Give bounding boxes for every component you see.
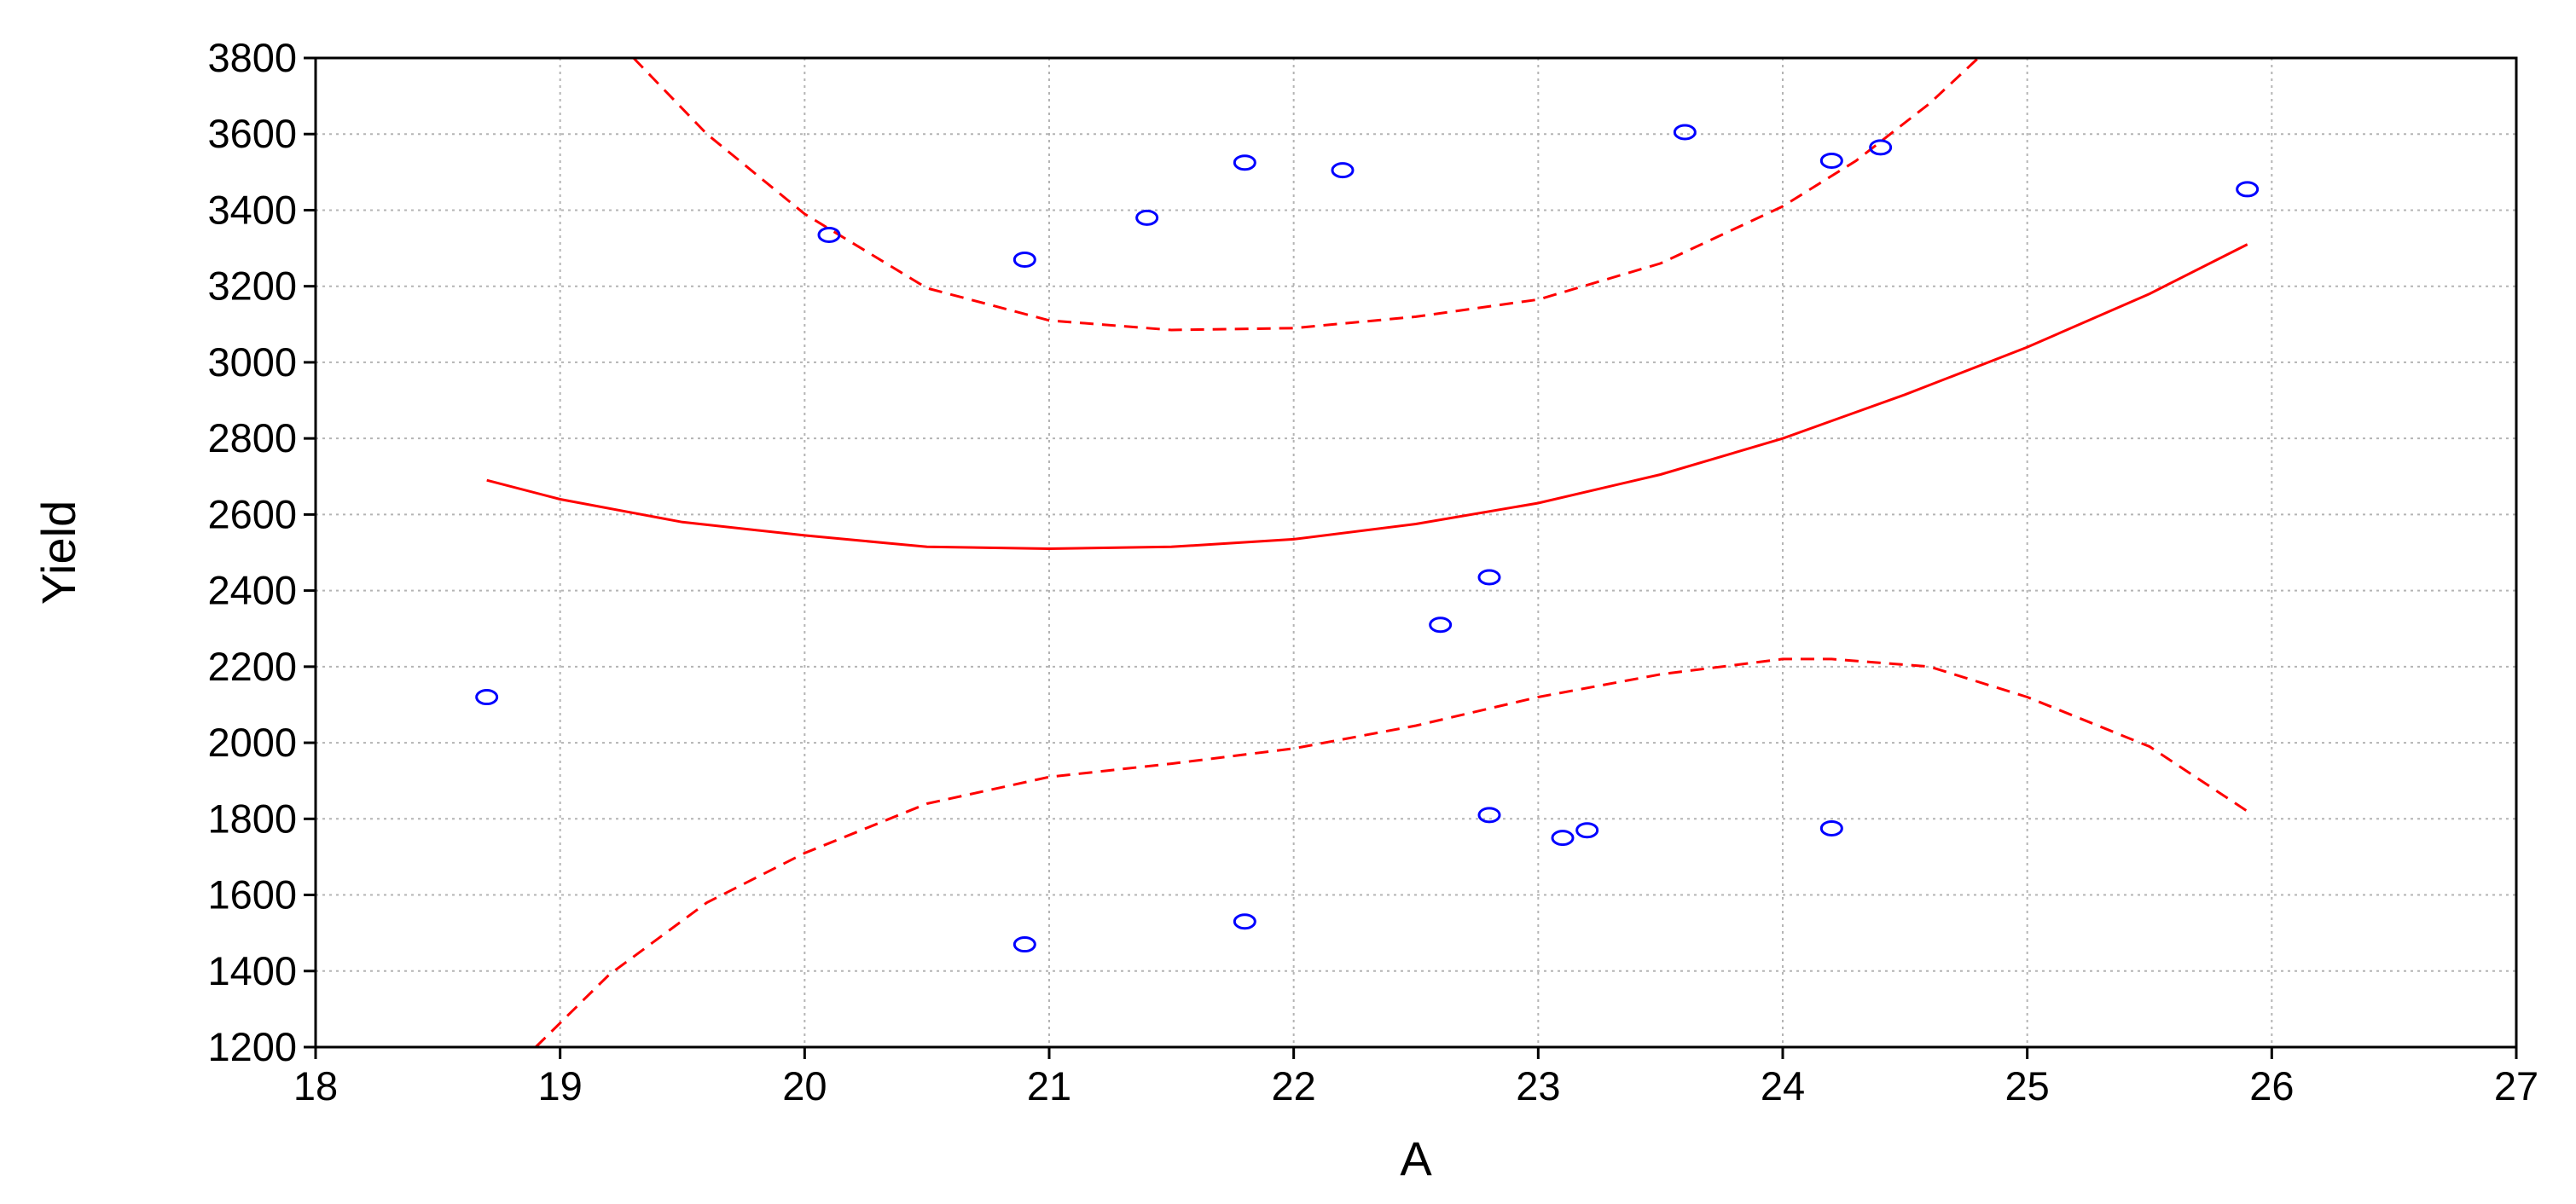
axis-ticks bbox=[304, 56, 2518, 1059]
lower-confidence-band bbox=[534, 657, 2248, 1049]
data-point bbox=[1135, 209, 1159, 226]
x-tick-label: 26 bbox=[2249, 1063, 2294, 1108]
y-tick-label: 1800 bbox=[207, 796, 297, 841]
x-tick-label: 19 bbox=[538, 1063, 583, 1108]
x-tick-label: 23 bbox=[1516, 1063, 1560, 1108]
data-point bbox=[1233, 154, 1256, 171]
grid bbox=[316, 58, 2516, 1047]
x-tick-label: 18 bbox=[293, 1063, 338, 1108]
upper-confidence-band bbox=[632, 56, 1980, 332]
y-tick-label: 3600 bbox=[207, 111, 297, 156]
data-point bbox=[2236, 181, 2260, 198]
x-tick-label: 27 bbox=[2494, 1063, 2538, 1108]
data-point bbox=[1012, 936, 1036, 953]
data-point bbox=[1819, 152, 1843, 169]
data-point bbox=[1673, 124, 1697, 141]
tick-labels: 18 19 20 21 22 23 24 25 26 27 1200 1400 1600 1800 2000… bbox=[207, 35, 2538, 1108]
y-tick-label: 3800 bbox=[207, 35, 297, 80]
y-tick-label: 1600 bbox=[207, 872, 297, 917]
data-point bbox=[1429, 616, 1453, 634]
x-tick-label: 24 bbox=[1761, 1063, 1805, 1108]
fit-curves bbox=[486, 56, 2248, 1049]
y-tick-label: 2400 bbox=[207, 568, 297, 613]
x-tick-label: 21 bbox=[1027, 1063, 1071, 1108]
x-axis-title: A bbox=[1400, 1132, 1432, 1185]
data-point bbox=[1869, 139, 1893, 156]
data-points bbox=[475, 124, 2260, 953]
x-tick-label: 20 bbox=[782, 1063, 827, 1108]
data-point bbox=[817, 226, 841, 243]
y-tick-label: 3000 bbox=[207, 339, 297, 385]
y-tick-label: 1400 bbox=[207, 948, 297, 993]
y-tick-label: 1200 bbox=[207, 1024, 297, 1069]
data-point bbox=[1819, 819, 1843, 836]
x-tick-label: 25 bbox=[2005, 1063, 2050, 1108]
data-point bbox=[1233, 913, 1256, 930]
y-tick-label: 2200 bbox=[207, 644, 297, 689]
plot-frame bbox=[314, 56, 2518, 1049]
y-tick-label: 2600 bbox=[207, 491, 297, 536]
y-axis-title: Yield bbox=[32, 501, 85, 605]
data-point bbox=[1551, 830, 1575, 847]
data-point bbox=[1477, 569, 1501, 586]
y-tick-label: 2800 bbox=[207, 415, 297, 460]
y-tick-label: 3400 bbox=[207, 187, 297, 232]
data-point bbox=[1575, 822, 1599, 839]
data-point bbox=[475, 689, 499, 706]
data-point bbox=[1477, 807, 1501, 824]
data-point bbox=[1012, 251, 1036, 268]
x-tick-label: 22 bbox=[1272, 1063, 1316, 1108]
y-tick-label: 2000 bbox=[207, 720, 297, 765]
fit-line bbox=[486, 243, 2248, 551]
y-tick-label: 3200 bbox=[207, 263, 297, 309]
data-point bbox=[1331, 162, 1355, 179]
